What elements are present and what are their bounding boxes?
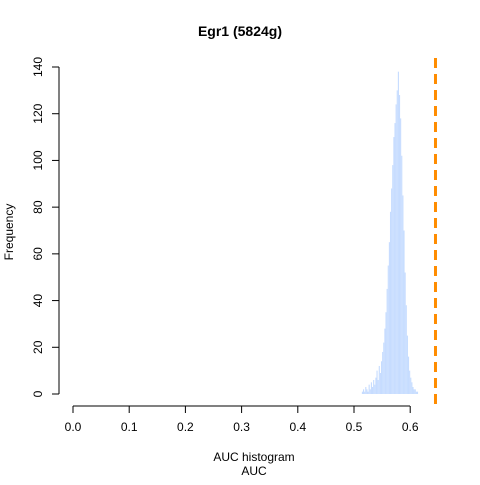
histogram-bar	[393, 137, 395, 394]
histogram-bar	[383, 342, 385, 394]
histogram-bar	[398, 95, 401, 394]
histogram-bar	[366, 389, 368, 394]
x-tick-label: 0.1	[121, 420, 138, 434]
y-tick-label: 20	[31, 340, 45, 354]
x-tick-label: 0.0	[65, 420, 82, 434]
histogram-bar	[374, 384, 376, 394]
histogram-bar	[406, 335, 408, 394]
histogram-bars	[361, 71, 419, 395]
histogram-bar	[369, 389, 371, 394]
histogram-bar	[389, 211, 392, 394]
histogram-bar	[364, 391, 366, 394]
histogram-bar	[397, 71, 399, 395]
histogram-bar	[376, 370, 378, 394]
histogram-bar	[402, 195, 404, 394]
histogram-bar	[404, 272, 406, 394]
histogram-bar	[407, 356, 410, 394]
x-tick-label: 0.4	[289, 420, 306, 434]
histogram-bar	[370, 382, 372, 394]
x-axis: 0.0 0.1 0.2 0.3 0.4 0.5 0.6	[65, 405, 419, 434]
histogram-bar	[371, 386, 374, 394]
histogram-bar	[403, 230, 405, 394]
histogram-bar	[380, 361, 383, 394]
histogram-bar	[386, 288, 388, 394]
y-tick-label: 140	[31, 57, 45, 77]
y-tick-label: 0	[31, 390, 45, 397]
chart-title: Egr1 (5824g)	[198, 23, 282, 39]
y-tick-label: 100	[31, 150, 45, 170]
histogram-bar	[401, 155, 403, 394]
histogram-bar	[415, 391, 417, 394]
histogram-bar	[400, 118, 402, 394]
y-tick-label: 40	[31, 294, 45, 308]
histogram-bar	[368, 384, 370, 394]
histogram-bar	[392, 165, 394, 394]
x-tick-label: 0.2	[177, 420, 194, 434]
histogram-bar	[377, 379, 379, 394]
histogram-bar	[384, 328, 386, 394]
x-axis-label-line1: AUC histogram	[213, 450, 294, 464]
y-tick-label: 60	[31, 247, 45, 261]
histogram-bar	[409, 370, 411, 394]
histogram-bar	[405, 305, 407, 394]
x-tick-label: 0.6	[402, 420, 419, 434]
histogram-bar	[388, 242, 390, 394]
histogram-bar	[361, 391, 363, 394]
x-tick-label: 0.5	[346, 420, 363, 434]
histogram-bar	[416, 391, 419, 394]
histogram-bar	[412, 386, 414, 394]
histogram-bar	[367, 391, 369, 394]
histogram-bar	[411, 382, 413, 394]
histogram-bar	[373, 379, 375, 394]
histogram-bar	[410, 377, 412, 394]
histogram-bar	[362, 389, 365, 394]
histogram-bar	[385, 312, 387, 394]
y-tick-label: 120	[31, 103, 45, 123]
histogram-bar	[387, 265, 389, 394]
histogram-bar	[396, 90, 398, 395]
histogram-bar	[375, 377, 377, 394]
y-tick-label: 80	[31, 200, 45, 214]
histogram-bar	[379, 372, 381, 394]
histogram-bar	[391, 188, 393, 394]
histogram-bar	[413, 389, 415, 394]
x-axis-label-line2: AUC	[241, 464, 267, 478]
y-axis: 0 20 40 60 80 100 120 140	[31, 57, 60, 397]
histogram-bar	[395, 104, 397, 395]
x-tick-label: 0.3	[233, 420, 250, 434]
histogram-bar	[382, 351, 384, 394]
histogram-bar	[365, 386, 367, 394]
histogram-bar	[394, 123, 396, 394]
histogram-bar	[414, 389, 416, 394]
histogram-bar	[378, 365, 380, 394]
y-axis-label: Frequency	[2, 204, 16, 261]
